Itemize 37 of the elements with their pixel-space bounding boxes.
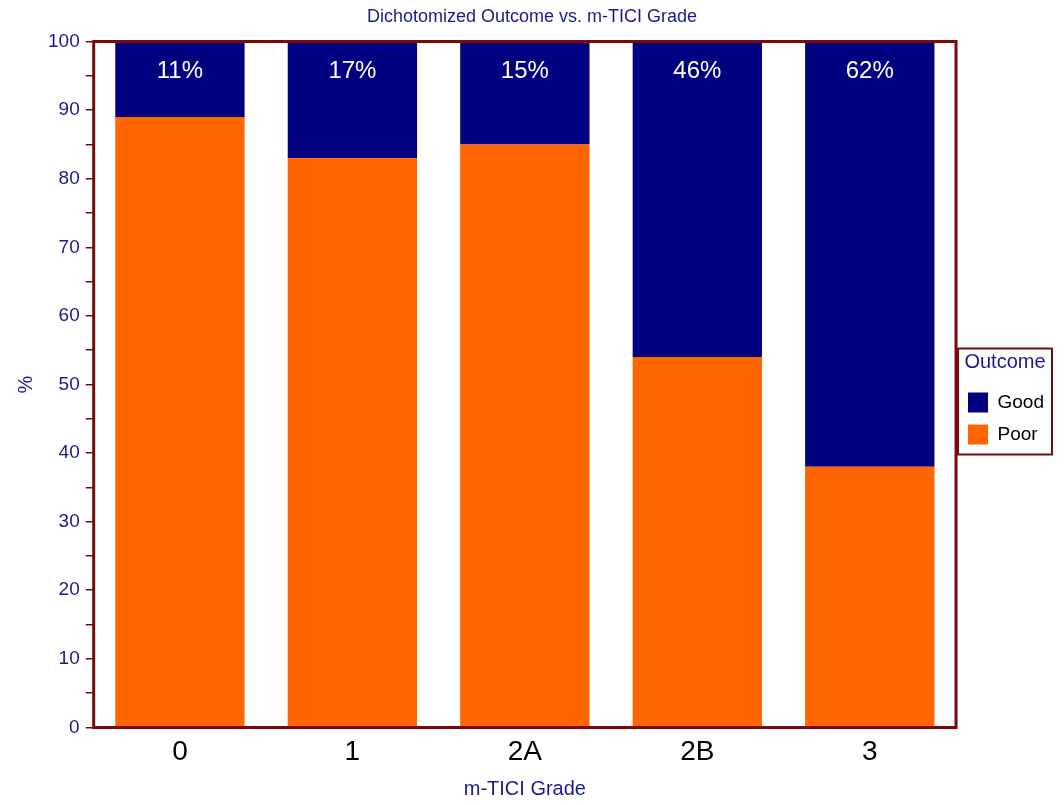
bar — [805, 41, 935, 467]
legend-label: Poor — [997, 422, 1039, 444]
y-tick-label: 20 — [58, 578, 80, 600]
y-tick-label: 80 — [58, 166, 80, 188]
y-axis-title: % — [13, 375, 36, 394]
data-label: 17% — [328, 56, 377, 84]
bar — [805, 466, 935, 727]
legend-title: Outcome — [964, 350, 1046, 373]
y-tick-label: 70 — [58, 235, 80, 257]
bar — [115, 117, 245, 727]
y-tick-label: 30 — [58, 509, 80, 531]
data-label: 62% — [845, 56, 894, 84]
bar — [287, 158, 418, 727]
chart-title: Dichotomized Outcome vs. m-TICI Grade — [366, 5, 698, 26]
x-tick-label: 2B — [680, 734, 715, 766]
y-tick-label: 10 — [58, 647, 80, 669]
x-axis-title: m-TICI Grade — [463, 776, 586, 799]
bar — [460, 41, 590, 145]
x-tick-label: 0 — [172, 734, 188, 766]
bar — [460, 144, 590, 727]
y-tick-label: 40 — [58, 441, 80, 463]
y-tick-label: 50 — [58, 372, 80, 394]
x-tick-label: 1 — [344, 734, 361, 766]
y-tick-label: 100 — [48, 29, 80, 51]
legend-label: Good — [997, 390, 1044, 412]
bar — [632, 357, 762, 727]
y-tick-label: 90 — [58, 98, 80, 120]
y-tick-label: 60 — [58, 304, 80, 326]
bar — [287, 41, 418, 159]
x-tick-label: 3 — [862, 734, 878, 766]
x-tick-label: 2A — [507, 734, 543, 766]
bar — [632, 41, 762, 358]
y-tick-label: 0 — [69, 715, 80, 737]
data-label: 46% — [673, 56, 722, 84]
data-label: 15% — [500, 56, 549, 84]
data-label: 11% — [156, 56, 204, 84]
bar — [115, 41, 245, 118]
